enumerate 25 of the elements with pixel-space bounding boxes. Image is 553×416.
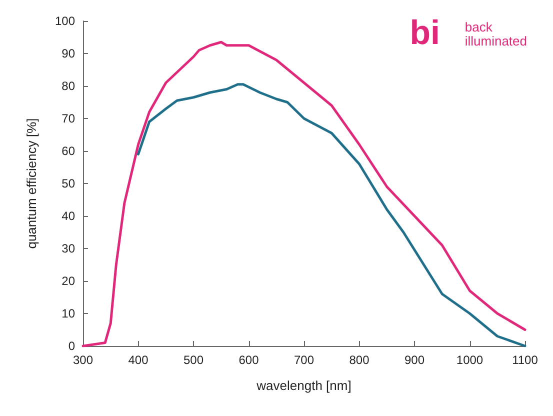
x-tick-label: 1100 — [512, 353, 538, 367]
y-tick-label: 50 — [62, 176, 76, 190]
y-tick-label: 30 — [62, 242, 76, 256]
x-tick-label: 500 — [183, 353, 204, 367]
annotation: back illuminated — [464, 20, 528, 48]
annotation: bi — [410, 14, 440, 52]
x-tick-label: 1000 — [456, 353, 484, 367]
x-tick-label: 400 — [128, 353, 149, 367]
y-tick-label: 70 — [62, 112, 76, 126]
y-tick-label: 40 — [62, 209, 76, 223]
y-tick-label: 0 — [68, 339, 76, 353]
y-tick-label: 20 — [62, 274, 76, 288]
y-axis-title: quantum efficiency [%] — [24, 118, 39, 249]
x-tick-label: 300 — [72, 353, 94, 367]
x-axis-title: wavelength [nm] — [256, 378, 352, 393]
x-tick-label: 900 — [404, 353, 425, 367]
y-tick-label: 80 — [62, 79, 76, 93]
y-tick-label: 60 — [62, 144, 76, 158]
x-tick-label: 800 — [349, 353, 370, 367]
x-tick-label: 600 — [238, 353, 260, 367]
line-series — [137, 83, 526, 348]
y-tick-label: 10 — [62, 306, 76, 320]
x-tick-label: 700 — [294, 353, 314, 367]
y-tick-label: 90 — [62, 46, 76, 60]
y-tick-label: 100 — [54, 14, 76, 28]
